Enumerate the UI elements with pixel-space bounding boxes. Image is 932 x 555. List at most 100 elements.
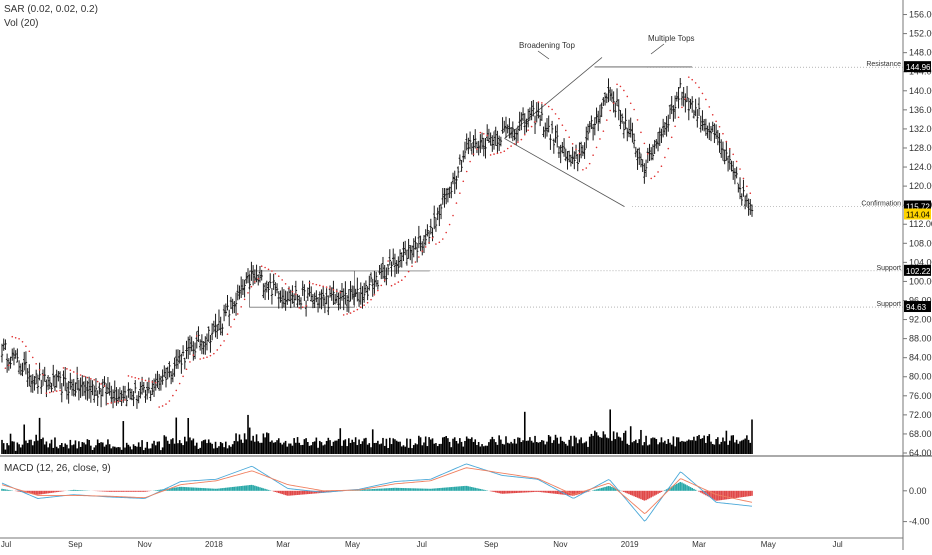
- macd-histogram-bar: [437, 488, 439, 491]
- sar-dot: [343, 314, 345, 316]
- volume-bar: [625, 431, 627, 454]
- macd-legend: MACD (12, 26, close, 9): [4, 462, 111, 475]
- sar-dot: [664, 157, 666, 159]
- volume-bar: [604, 434, 606, 454]
- macd-histogram-bar: [628, 491, 630, 494]
- sar-dot: [333, 289, 335, 291]
- sar-dot: [712, 114, 714, 116]
- volume-bar: [73, 444, 75, 454]
- volume-bar: [39, 418, 41, 454]
- macd-histogram-bar: [141, 491, 143, 492]
- sar-dot: [497, 153, 499, 155]
- price-tag-label: Confirmation: [861, 201, 901, 208]
- volume-bar: [439, 444, 441, 454]
- volume-bar: [698, 435, 700, 454]
- macd-histogram-bar: [216, 489, 218, 491]
- macd-histogram-bar: [650, 491, 652, 498]
- volume-bar: [357, 445, 359, 454]
- macd-histogram-bar: [510, 491, 512, 493]
- volume-bar: [667, 439, 669, 454]
- volume-bar: [17, 443, 19, 454]
- volume-bar: [93, 447, 95, 454]
- sar-dot: [476, 148, 478, 150]
- price-tag-value: 102.22: [906, 267, 931, 276]
- sar-dot: [743, 178, 745, 180]
- sar-dot: [719, 126, 721, 128]
- macd-histogram-bar: [726, 491, 728, 500]
- macd-histogram-bar: [47, 491, 49, 494]
- volume-bar: [563, 442, 565, 454]
- volume-bar: [679, 442, 681, 454]
- macd-histogram-bar: [370, 489, 372, 491]
- annotation-pointer: [538, 51, 549, 59]
- sar-dot: [480, 132, 482, 134]
- volume-bar: [292, 446, 294, 454]
- sar-dot: [408, 271, 410, 273]
- volume-bar: [382, 438, 384, 454]
- macd-tick-label: 0.00: [909, 486, 927, 496]
- volume-bar: [633, 441, 635, 454]
- volume-bar: [502, 444, 504, 454]
- sar-dot: [11, 336, 13, 338]
- volume-bar: [399, 442, 401, 454]
- macd-histogram-bar: [430, 489, 432, 491]
- annotation-broadening-top: Broadening Top: [519, 41, 575, 50]
- volume-bar: [88, 440, 90, 454]
- price-tag-value: 94.63: [906, 303, 927, 312]
- macd-histogram-bar: [500, 491, 502, 494]
- sar-dot: [152, 381, 154, 383]
- volume-bar: [199, 448, 201, 454]
- volume-bar: [421, 445, 423, 454]
- macd-histogram-bar: [174, 488, 176, 491]
- sar-dot: [698, 87, 700, 89]
- sar-dot: [582, 169, 584, 171]
- volume-bar: [343, 440, 345, 454]
- volume-bar: [662, 442, 664, 454]
- sar-dot: [49, 392, 51, 394]
- volume-bar: [404, 447, 406, 454]
- sar-dot: [674, 126, 676, 128]
- volume-bar: [95, 445, 97, 454]
- macd-histogram-bar: [727, 491, 729, 499]
- macd-histogram-bar: [608, 486, 610, 491]
- volume-bar: [307, 442, 309, 454]
- macd-histogram-bar: [551, 491, 553, 494]
- sar-dot: [384, 279, 386, 281]
- sar-dot: [510, 145, 512, 147]
- volume-bar: [425, 437, 427, 454]
- macd-histogram-bar: [210, 488, 212, 490]
- macd-histogram-bar: [741, 491, 743, 497]
- sar-dot: [298, 307, 300, 309]
- sar-dot: [555, 113, 557, 115]
- sar-dot: [449, 224, 451, 226]
- volume-bar: [548, 435, 550, 454]
- volume-bar: [264, 437, 266, 454]
- sar-dot: [609, 110, 611, 112]
- macd-histogram-bar: [398, 488, 400, 491]
- volume-bar: [114, 447, 116, 454]
- macd-histogram-bar: [298, 491, 300, 495]
- sar-dot: [244, 299, 246, 301]
- volume-bar: [751, 419, 753, 454]
- sar-dot: [616, 83, 618, 85]
- macd-histogram-bar: [379, 489, 381, 491]
- sar-dot: [251, 286, 253, 288]
- volume-bar: [413, 445, 415, 454]
- volume-bar: [213, 448, 215, 454]
- macd-histogram-bar: [109, 491, 111, 492]
- sar-dot: [633, 109, 635, 111]
- sar-dot: [336, 290, 338, 292]
- volume-bar: [493, 439, 495, 454]
- volume-bar: [492, 437, 494, 454]
- macd-histogram-bar: [6, 490, 8, 491]
- volume-bar: [507, 443, 509, 454]
- volume-bar: [529, 437, 531, 454]
- macd-histogram-bar: [418, 488, 420, 490]
- macd-histogram-bar: [435, 488, 437, 490]
- volume-bar: [365, 438, 367, 454]
- sar-dot: [425, 246, 427, 248]
- annotation-multiple-tops: Multiple Tops: [648, 34, 695, 43]
- volume-bar: [555, 435, 557, 454]
- sar-dot: [223, 340, 225, 342]
